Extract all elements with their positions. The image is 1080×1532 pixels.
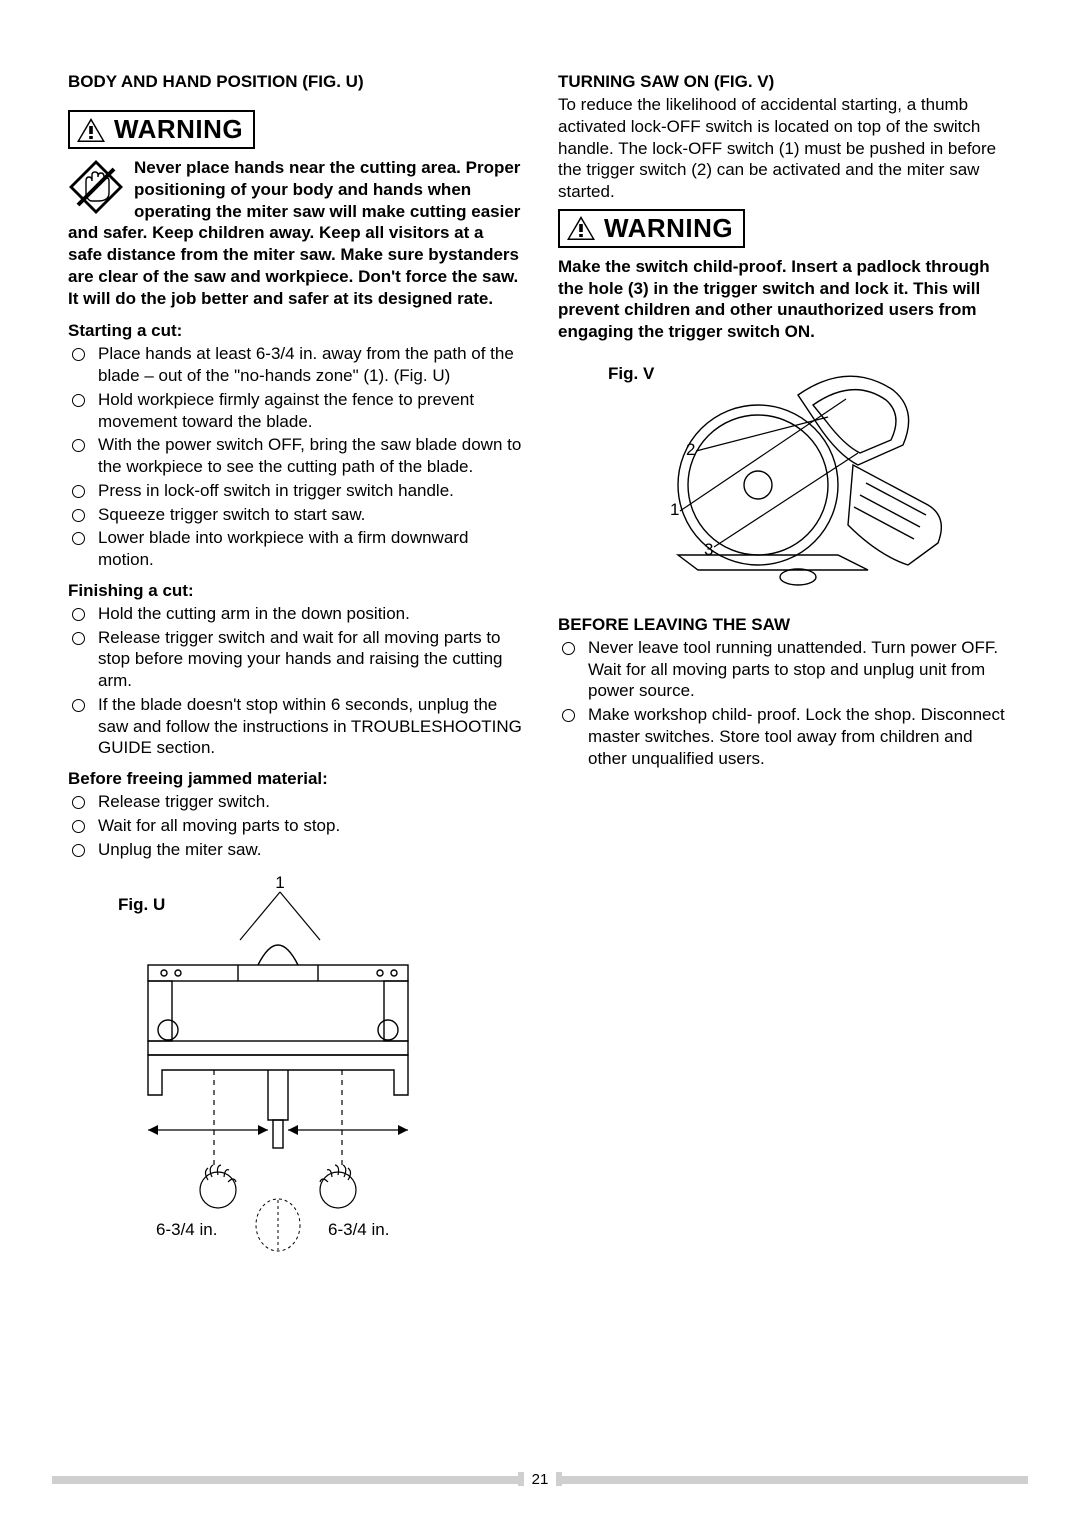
figure-u: Fig. U 1 xyxy=(68,870,522,1280)
starting-head: Starting a cut: xyxy=(68,321,522,341)
list-item: Wait for all moving parts to stop. xyxy=(68,815,522,837)
right-column: TURNING SAW ON (FIG. V) To reduce the li… xyxy=(558,72,1012,1280)
list-item: Release trigger switch. xyxy=(68,791,522,813)
right-heading: TURNING SAW ON (FIG. V) xyxy=(558,72,1012,92)
warning-triangle-icon xyxy=(566,215,596,241)
list-item: Hold workpiece firmly against the fence … xyxy=(68,389,522,433)
list-item: With the power switch OFF, bring the saw… xyxy=(68,434,522,478)
warning-label: WARNING xyxy=(114,114,243,145)
list-item: Place hands at least 6-3/4 in. away from… xyxy=(68,343,522,387)
right-intro: To reduce the likelihood of accidental s… xyxy=(558,94,1012,203)
list-item: Squeeze trigger switch to start saw. xyxy=(68,504,522,526)
warning-box-right: WARNING xyxy=(558,209,745,248)
footer-bar-left xyxy=(52,1476,520,1484)
page-footer: 21 xyxy=(0,1471,1080,1488)
list-item: Release trigger switch and wait for all … xyxy=(68,627,522,692)
list-item: Lower blade into workpiece with a firm d… xyxy=(68,527,522,571)
fig-u-dim-right: 6-3/4 in. xyxy=(328,1220,389,1239)
list-item: Hold the cutting arm in the down positio… xyxy=(68,603,522,625)
warning-label: WARNING xyxy=(604,213,733,244)
before-leaving-head: BEFORE LEAVING THE SAW xyxy=(558,615,1012,635)
left-column: BODY AND HAND POSITION (FIG. U) WARNING … xyxy=(68,72,522,1280)
warning-body-text: Never place hands near the cutting area.… xyxy=(68,158,520,308)
before-leaving-list: Never leave tool running unattended. Tur… xyxy=(558,637,1012,770)
finishing-list: Hold the cutting arm in the down positio… xyxy=(68,603,522,759)
finishing-head: Finishing a cut: xyxy=(68,581,522,601)
starting-list: Place hands at least 6-3/4 in. away from… xyxy=(68,343,522,571)
list-item: Unplug the miter saw. xyxy=(68,839,522,861)
fig-v-callout-3: 3 xyxy=(704,540,713,559)
list-item: Never leave tool running unattended. Tur… xyxy=(558,637,1012,702)
warning-body-left: Never place hands near the cutting area.… xyxy=(68,157,522,309)
footer-bar-right xyxy=(560,1476,1028,1484)
fig-v-callout-1: 1 xyxy=(670,500,679,519)
list-item: Make workshop child- proof. Lock the sho… xyxy=(558,704,1012,769)
fig-v-callout-2: 2 xyxy=(686,440,695,459)
fig-u-callout-1: 1 xyxy=(275,873,284,892)
left-heading: BODY AND HAND POSITION (FIG. U) xyxy=(68,72,522,92)
no-hands-icon xyxy=(68,159,124,215)
jammed-head: Before freeing jammed material: xyxy=(68,769,522,789)
jammed-list: Release trigger switch. Wait for all mov… xyxy=(68,791,522,860)
content-columns: BODY AND HAND POSITION (FIG. U) WARNING … xyxy=(68,72,1012,1280)
fig-u-label: Fig. U xyxy=(118,895,165,914)
warning-body-right: Make the switch child-proof. Insert a pa… xyxy=(558,256,1012,343)
fig-v-label: Fig. V xyxy=(608,364,655,383)
warning-box-left: WARNING xyxy=(68,110,255,149)
warning-triangle-icon xyxy=(76,117,106,143)
list-item: Press in lock-off switch in trigger swit… xyxy=(68,480,522,502)
figure-v: Fig. V xyxy=(558,355,1012,605)
list-item: If the blade doesn't stop within 6 secon… xyxy=(68,694,522,759)
fig-u-dim-left: 6-3/4 in. xyxy=(156,1220,217,1239)
page-number: 21 xyxy=(520,1471,561,1488)
